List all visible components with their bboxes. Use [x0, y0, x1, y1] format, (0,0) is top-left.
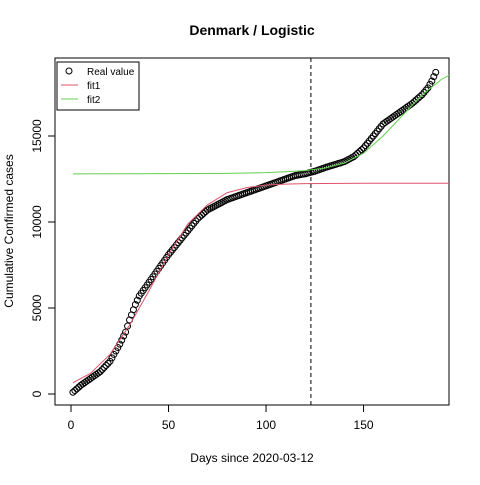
data-point [410, 98, 418, 106]
data-point [408, 99, 416, 107]
data-point [104, 359, 112, 367]
data-point [98, 366, 106, 374]
data-point [120, 332, 128, 340]
data-point [196, 213, 204, 221]
plot-area [69, 68, 449, 396]
data-point [356, 147, 364, 155]
chart-title: Denmark / Logistic [189, 22, 314, 38]
data-point [71, 387, 79, 395]
data-point [428, 77, 436, 85]
data-point [200, 209, 208, 217]
data-point [122, 328, 130, 336]
data-point [133, 296, 141, 304]
y-tick-label: 0 [30, 390, 44, 397]
y-tick-label: 10000 [30, 205, 44, 239]
data-point [418, 91, 426, 99]
y-axis-label: Cumulative Confirmed cases [2, 154, 16, 307]
data-point [194, 215, 202, 223]
y-tick-label: 5000 [30, 294, 44, 321]
data-point [198, 211, 206, 219]
legend-box [56, 61, 140, 111]
data-point [69, 388, 77, 396]
data-point [131, 301, 139, 309]
x-tick-label: 0 [68, 418, 75, 432]
legend-symbol [65, 67, 73, 75]
data-point [414, 94, 422, 102]
data-point [358, 146, 366, 154]
data-point [94, 369, 102, 377]
data-point [73, 385, 81, 393]
legend-label: fit2 [87, 95, 101, 106]
data-point [432, 68, 440, 76]
data-point [124, 322, 132, 330]
legend-label: Real value [87, 67, 135, 78]
x-axis-label: Days since 2020-03-12 [190, 451, 314, 465]
data-point [106, 357, 114, 365]
data-point [412, 96, 420, 104]
y-tick-label: 15000 [30, 119, 44, 153]
data-point [430, 73, 438, 81]
x-tick-label: 150 [354, 418, 374, 432]
data-point [110, 350, 118, 358]
x-tick-label: 50 [162, 418, 176, 432]
data-point [108, 354, 116, 362]
data-point [102, 361, 110, 369]
legend-label: fit1 [87, 81, 101, 92]
data-point [352, 151, 360, 159]
x-tick-label: 100 [256, 418, 276, 432]
data-point [96, 368, 104, 376]
data-point [426, 80, 434, 88]
data-point [422, 86, 430, 94]
data-point [416, 92, 424, 100]
fit-line [72, 74, 449, 175]
fit-line [72, 182, 449, 384]
data-point [100, 364, 108, 372]
